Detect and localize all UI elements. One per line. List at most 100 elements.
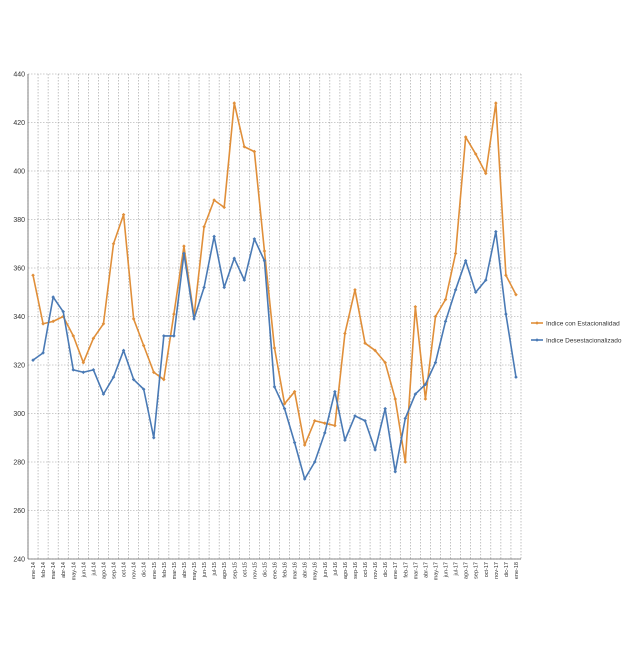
x-tick-label: ago-16: [343, 562, 349, 579]
series-line: [32, 230, 517, 480]
y-tick-label: 440: [13, 72, 25, 79]
data-point: [343, 331, 347, 336]
data-point: [202, 285, 206, 290]
y-tick-label: 240: [13, 557, 25, 564]
data-point: [81, 370, 86, 375]
y-tick-label: 360: [13, 266, 25, 273]
data-point: [453, 288, 458, 292]
data-point: [172, 334, 176, 338]
x-tick-label: ene-14: [31, 562, 37, 579]
data-point: [483, 171, 488, 176]
data-point: [433, 314, 438, 319]
data-point: [242, 144, 247, 149]
y-tick-label: 320: [13, 363, 25, 370]
data-point: [302, 443, 307, 447]
data-point: [182, 251, 186, 256]
data-point: [504, 312, 508, 316]
data-point: [111, 375, 116, 379]
x-tick-label: may-14: [71, 562, 77, 580]
data-point: [81, 360, 86, 365]
data-point: [443, 297, 448, 302]
data-point: [252, 149, 257, 154]
x-tick-label: feb-16: [283, 562, 289, 578]
data-point: [182, 244, 186, 248]
x-tick-label: jun-16: [323, 562, 329, 578]
data-point: [393, 469, 398, 474]
data-point: [373, 348, 377, 353]
x-tick-label: dic-15: [262, 562, 268, 577]
data-point: [504, 273, 508, 278]
data-point: [333, 389, 337, 394]
data-point: [51, 295, 55, 299]
series-1: [31, 101, 518, 464]
legend-marker: [535, 321, 539, 325]
data-point: [232, 101, 237, 105]
data-point: [91, 368, 96, 372]
x-tick-label: sep-16: [353, 562, 359, 579]
x-tick-label: dic-16: [383, 562, 389, 577]
x-tick-label: jul-16: [333, 562, 339, 576]
x-tick-label: mar-14: [51, 562, 57, 579]
data-point: [121, 348, 126, 353]
data-point: [393, 397, 398, 401]
data-point: [282, 402, 287, 406]
data-point: [91, 336, 96, 341]
data-point: [353, 414, 357, 418]
data-point: [262, 249, 267, 253]
data-point: [333, 423, 337, 428]
data-point: [292, 389, 297, 394]
x-tick-label: nov-17: [494, 562, 500, 579]
x-tick-label: mar-15: [172, 562, 178, 579]
x-tick-label: oct-16: [363, 562, 369, 577]
data-point: [323, 431, 327, 435]
data-point: [463, 135, 468, 139]
y-tick-label: 340: [13, 314, 25, 321]
legend: Indice con Estacionalidad Indice Desestac…: [531, 320, 622, 344]
data-point: [222, 205, 226, 210]
x-tick-label: mar-17: [413, 562, 419, 579]
data-point: [302, 477, 307, 481]
data-point: [312, 418, 317, 423]
legend-label: Indice Desestacionalizado: [546, 337, 622, 344]
x-tick-label: nov-14: [132, 562, 138, 579]
series-2: [31, 229, 518, 481]
y-tick-label: 380: [13, 217, 25, 224]
x-tick-label: jul-17: [454, 562, 460, 576]
data-point: [212, 234, 216, 239]
data-point: [51, 319, 55, 324]
data-point: [131, 317, 136, 321]
x-tick-label: ene-16: [273, 562, 279, 579]
legend-marker: [535, 338, 539, 342]
data-point: [101, 321, 106, 326]
data-point: [101, 392, 106, 396]
x-tick-label: abr-16: [303, 562, 309, 578]
data-point: [121, 212, 126, 217]
data-point: [202, 224, 206, 229]
data-point: [413, 392, 418, 396]
data-point: [423, 397, 428, 401]
series-line: [32, 102, 517, 463]
x-tick-label: feb-15: [162, 562, 168, 578]
x-tick-label: oct-14: [122, 562, 128, 577]
data-point: [494, 229, 498, 234]
data-point: [453, 251, 458, 256]
y-tick-label: 260: [13, 508, 25, 515]
x-tick-label: dic-14: [142, 562, 148, 577]
data-point: [423, 382, 428, 387]
data-point: [514, 375, 518, 379]
data-point: [312, 460, 317, 464]
data-point: [373, 448, 377, 452]
legend-label: Indice con Estacionalidad: [546, 320, 620, 327]
data-point: [232, 256, 237, 261]
data-point: [71, 334, 76, 338]
data-point: [483, 278, 488, 282]
data-point: [403, 416, 408, 421]
data-point: [162, 334, 166, 338]
data-point: [403, 460, 408, 464]
data-point: [363, 341, 367, 345]
data-point: [473, 290, 478, 295]
data-point: [141, 387, 146, 392]
data-point: [172, 312, 176, 316]
y-tick-label: 400: [13, 169, 25, 176]
